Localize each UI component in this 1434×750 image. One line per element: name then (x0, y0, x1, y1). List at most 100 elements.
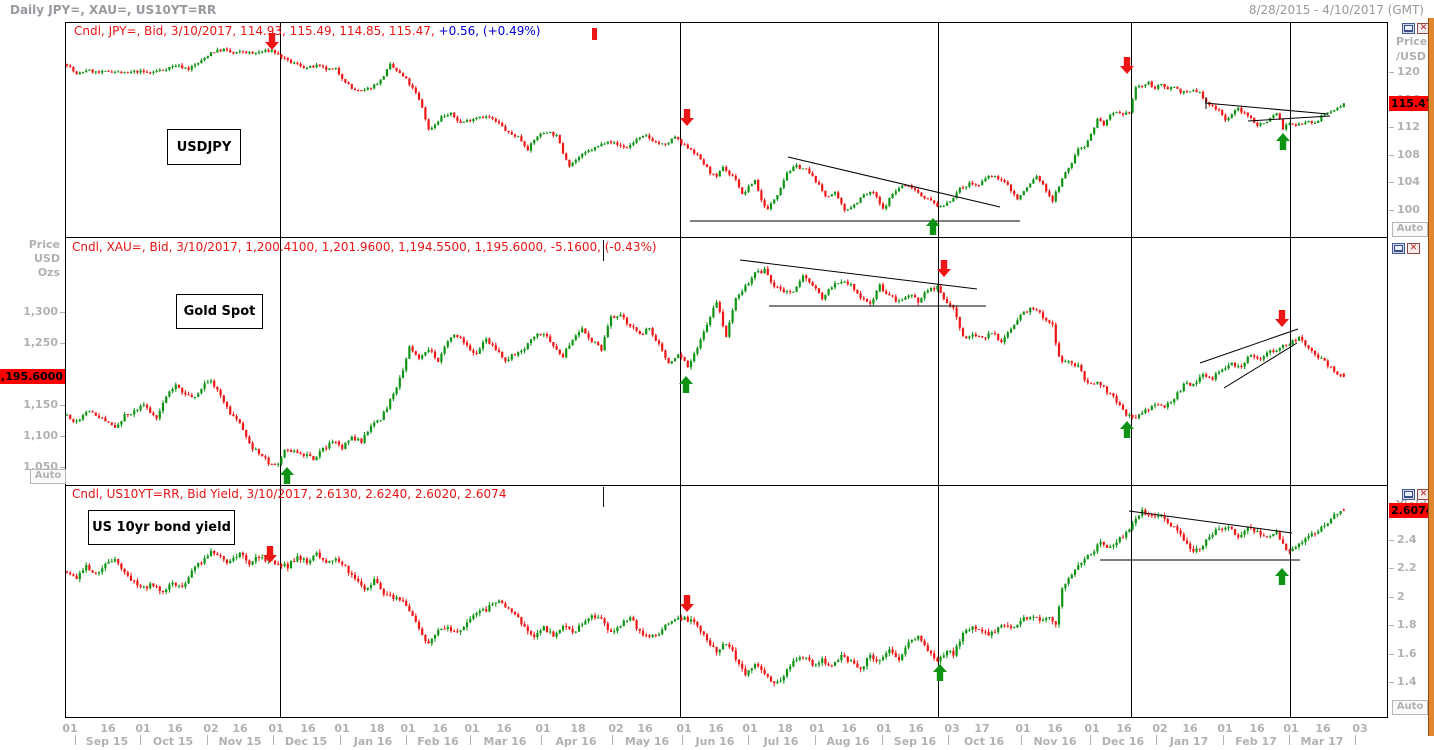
x-day-label: 03 (944, 722, 960, 735)
y-tick-mark (1389, 127, 1394, 128)
y-tick-label: 1.4 (1397, 675, 1417, 688)
gold-last-price-badge: 1,195.6000 (0, 369, 65, 384)
y-tick-label: 1.8 (1397, 618, 1417, 631)
y-axis-title: Price (28, 238, 60, 251)
x-month-label: Jun 16 (695, 735, 735, 748)
y-tick-label: 1,250 (23, 336, 58, 349)
y-tick-mark (1389, 540, 1394, 541)
x-day-label: 16 (1116, 722, 1132, 735)
x-month-label: Jan 16 (353, 735, 393, 748)
x-day-label: 16 (1047, 722, 1063, 735)
y-tick-mark (1389, 568, 1394, 569)
panel-separator-2 (65, 485, 1388, 486)
x-day-label: 16 (908, 722, 924, 735)
bond-label-text: US 10yr bond yield (92, 520, 231, 535)
y-tick-label: 2.4 (1397, 533, 1417, 546)
x-month-separator (140, 735, 141, 745)
usdjpy-label-text: USDJPY (176, 139, 232, 155)
gold-auto-scale-button[interactable]: Auto (30, 469, 66, 484)
usdjpy-auto-scale-button[interactable]: Auto (1392, 222, 1428, 237)
bond-auto-scale-button[interactable]: Auto (1392, 700, 1428, 715)
x-month-separator (273, 735, 274, 745)
x-day-label: 01 (400, 722, 416, 735)
gold-label-box[interactable]: Gold Spot (176, 294, 263, 329)
x-day-label: 17 (974, 722, 990, 735)
x-day-label: 01 (464, 722, 480, 735)
x-day-label: 01 (876, 722, 892, 735)
x-month-separator (948, 735, 949, 745)
x-day-label: 16 (841, 722, 857, 735)
gold-minimize-button[interactable] (1392, 243, 1405, 254)
x-day-label: 16 (100, 722, 116, 735)
x-month-label: Sep 15 (85, 735, 129, 748)
usdjpy-legend-ohlc: Cndl, JPY=, Bid, 3/10/2017, 114.93, 115.… (74, 24, 439, 38)
x-day-label: 01 (676, 722, 692, 735)
x-day-label: 01 (334, 722, 350, 735)
x-month-separator (682, 735, 683, 745)
x-month-label: Jan 17 (1169, 735, 1209, 748)
usdjpy-last-price-badge: 115.47 (1389, 96, 1434, 111)
x-day-label: 01 (535, 722, 551, 735)
x-month-label: Oct 16 (963, 735, 1005, 748)
x-month-separator (1223, 735, 1224, 745)
x-month-label: Feb 16 (417, 735, 459, 748)
x-day-label: 01 (742, 722, 758, 735)
y-tick-mark (1389, 654, 1394, 655)
y-axis-title: Price (1396, 35, 1428, 48)
caret-mark (592, 28, 597, 40)
x-day-label: 16 (167, 722, 183, 735)
x-day-label: 03 (1352, 722, 1368, 735)
x-month-label: Aug 16 (826, 735, 870, 748)
x-day-label: 16 (1182, 722, 1198, 735)
usdjpy-legend: Cndl, JPY=, Bid, 3/10/2017, 114.93, 115.… (74, 24, 540, 38)
x-day-label: 16 (708, 722, 724, 735)
usdjpy-legend-change: +0.56, (+0.49%) (438, 24, 541, 38)
x-month-separator (340, 735, 341, 745)
chart-plot-frame (65, 22, 1388, 718)
x-day-label: 01 (1217, 722, 1233, 735)
x-month-label: Oct 15 (152, 735, 194, 748)
x-month-label: Nov 15 (218, 735, 262, 748)
bond-label-box[interactable]: US 10yr bond yield (88, 510, 235, 545)
bond-legend: Cndl, US10YT=RR, Bid Yield, 3/10/2017, 2… (72, 487, 506, 501)
panel-separator-1 (65, 237, 1388, 238)
x-day-label: 01 (1084, 722, 1100, 735)
x-month-label: Mar 16 (483, 735, 527, 748)
x-month-separator (815, 735, 816, 745)
gold-legend-ohlc: Cndl, XAU=, Bid, 3/10/2017, 1,200.4100, … (72, 240, 657, 254)
x-day-label: 16 (300, 722, 316, 735)
x-day-label: 01 (135, 722, 151, 735)
y-tick-mark (1389, 597, 1394, 598)
x-month-separator (406, 735, 407, 745)
close-icon: ✕ (1419, 23, 1428, 33)
bond-legend-ohlc: Cndl, US10YT=RR, Bid Yield, 3/10/2017, 2… (72, 487, 507, 501)
x-month-separator (882, 735, 883, 745)
y-tick-label: 1,150 (23, 398, 58, 411)
minimize-icon (1394, 245, 1403, 252)
y-tick-label: 104 (1397, 175, 1420, 188)
x-day-label: 16 (496, 722, 512, 735)
y-tick-mark (60, 436, 65, 437)
gold-close-button[interactable]: ✕ (1407, 243, 1420, 254)
x-month-separator (612, 735, 613, 745)
y-tick-mark (1389, 682, 1394, 683)
y-tick-label: 2 (1397, 590, 1405, 603)
x-month-separator (1156, 735, 1157, 745)
usdjpy-label-box[interactable]: USDJPY (167, 129, 241, 165)
bond-minimize-button[interactable] (1402, 489, 1415, 500)
x-day-label: 01 (1283, 722, 1299, 735)
y-tick-mark (1389, 72, 1394, 73)
usdjpy-minimize-button[interactable] (1402, 23, 1415, 34)
x-day-label: 18 (369, 722, 385, 735)
x-day-label: 02 (203, 722, 219, 735)
date-range-label: 8/28/2015 - 4/10/2017 (GMT) (1248, 3, 1424, 17)
x-day-label: 02 (608, 722, 624, 735)
x-month-separator (75, 735, 76, 745)
minimize-icon (1404, 491, 1413, 498)
window-right-border (1428, 18, 1434, 736)
y-tick-label: 112 (1397, 120, 1420, 133)
y-tick-mark (1389, 155, 1394, 156)
y-tick-label: 108 (1397, 148, 1420, 161)
y-axis-title: USD (34, 252, 60, 265)
gold-legend: Cndl, XAU=, Bid, 3/10/2017, 1,200.4100, … (72, 240, 657, 254)
